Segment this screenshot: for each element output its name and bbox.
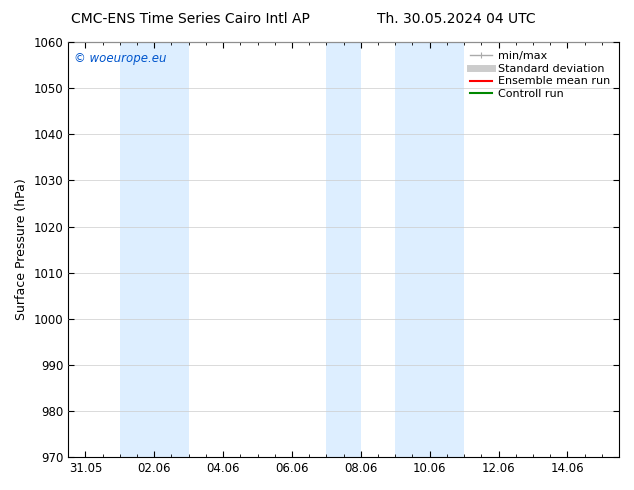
- Text: © woeurope.eu: © woeurope.eu: [74, 52, 166, 66]
- Bar: [120, 42, 189, 457]
- Y-axis label: Surface Pressure (hPa): Surface Pressure (hPa): [15, 179, 28, 320]
- Bar: [395, 42, 464, 457]
- Text: CMC-ENS Time Series Cairo Intl AP: CMC-ENS Time Series Cairo Intl AP: [71, 12, 309, 26]
- Legend: min/max, Standard deviation, Ensemble mean run, Controll run: min/max, Standard deviation, Ensemble me…: [467, 48, 614, 102]
- Text: Th. 30.05.2024 04 UTC: Th. 30.05.2024 04 UTC: [377, 12, 536, 26]
- Bar: [327, 42, 361, 457]
